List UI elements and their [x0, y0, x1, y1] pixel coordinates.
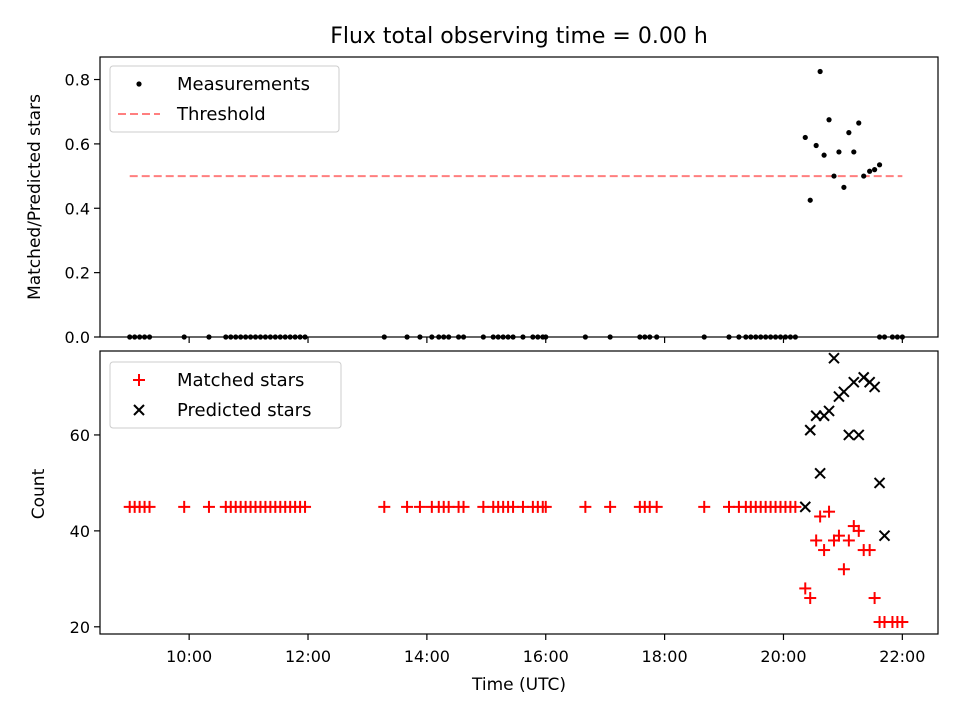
predicted-star-point	[804, 424, 816, 436]
matched-star-point	[852, 524, 865, 537]
x-tick-label: 10:00	[166, 647, 212, 666]
matched-star-point	[814, 510, 827, 523]
measurement-point	[876, 162, 883, 168]
measurement-point	[867, 168, 873, 174]
measurement-point	[856, 120, 862, 126]
x-tick-label: 20:00	[760, 647, 806, 666]
predicted-star-point	[843, 429, 855, 441]
measurement-point	[802, 134, 808, 141]
matched-star-point	[698, 500, 711, 513]
measurement-point	[851, 149, 857, 155]
matched-star-point	[539, 500, 552, 513]
measurement-point	[831, 173, 837, 179]
matched-star-point	[579, 500, 592, 513]
matched-star-point	[832, 529, 845, 542]
measurement-point	[807, 197, 813, 203]
x-tick-label: 18:00	[642, 647, 688, 666]
y-tick-label: 20	[70, 618, 90, 637]
top-axes: 0.00.20.40.60.8 Matched/Predicted stars …	[25, 56, 939, 347]
legend-threshold-label: Threshold	[176, 104, 266, 125]
predicted-star-point	[828, 352, 840, 364]
chart-title: Flux total observing time = 0.00 h	[330, 24, 708, 49]
x-tick-label: 16:00	[523, 647, 569, 666]
matched-star-point	[650, 500, 663, 513]
matched-star-point	[896, 616, 909, 629]
predicted-star-point	[853, 429, 865, 441]
matched-star-point	[604, 500, 617, 513]
y-tick-label: 0.2	[65, 264, 90, 283]
legend-measurements-label: Measurements	[177, 74, 310, 95]
bottom-axes-frame	[99, 350, 939, 635]
top-axes-frame	[99, 56, 939, 338]
top-y-ticks: 0.0 0.2 0.4 0.6 0.8	[65, 71, 100, 347]
predicted-star-point	[823, 405, 835, 417]
legend-predicted-label: Predicted stars	[177, 400, 311, 421]
predicted-star-point	[838, 386, 850, 398]
y-tick-label: 60	[70, 426, 90, 445]
matched-star-point	[837, 563, 850, 576]
legend-plus-marker	[133, 374, 145, 386]
matched-star-point	[842, 534, 855, 547]
measurement-point	[817, 68, 823, 75]
predicted-star-point	[814, 467, 826, 480]
x-tick-label: 14:00	[404, 647, 450, 666]
measurement-point	[836, 149, 842, 155]
predicted-star-point	[873, 477, 886, 489]
predicted-star-point	[868, 381, 881, 393]
y-tick-label: 0.0	[65, 328, 90, 347]
legend-dot-marker	[136, 81, 142, 87]
bottom-x-ticks: 10:00 12:00 14:00 16:00 18:00 20:00 22:00	[166, 634, 925, 666]
measurement-point	[846, 130, 852, 136]
bottom-y-axis-label: Count	[29, 468, 49, 519]
matched-star-point	[823, 505, 836, 518]
top-legend-box	[109, 65, 340, 133]
matched-star-point	[401, 500, 414, 513]
bottom-legend: Matched stars Predicted stars	[109, 361, 342, 429]
matched-star-point	[378, 500, 391, 513]
measurement-point	[861, 173, 867, 179]
legend-x-marker	[133, 404, 145, 416]
x-tick-label: 22:00	[879, 647, 925, 666]
top-legend: Measurements Threshold	[109, 65, 340, 133]
matched-star-point	[863, 544, 876, 557]
bottom-axes: 20 40 60 10:00 12:00 14:00 16:00 18:00 20:00 22:…	[29, 350, 939, 695]
predicted-star-point	[799, 501, 811, 513]
matched-star-point	[799, 582, 812, 595]
top-data-marks	[127, 68, 905, 340]
matched-star-point	[818, 544, 831, 557]
predicted-star-point	[878, 529, 891, 542]
measurement-point	[872, 167, 878, 173]
measurement-point	[826, 117, 832, 123]
matched-star-point	[299, 500, 312, 513]
matched-star-point	[202, 500, 215, 513]
matched-star-point	[457, 500, 470, 513]
matched-star-point	[804, 592, 817, 605]
y-tick-label: 0.6	[65, 135, 90, 154]
matched-star-point	[810, 534, 823, 547]
bottom-data-marks	[123, 352, 909, 629]
measurement-point	[841, 184, 847, 190]
top-y-axis-label: Matched/Predicted stars	[25, 94, 45, 300]
y-tick-label: 40	[70, 522, 90, 541]
matched-star-point	[413, 500, 426, 513]
measurement-point	[821, 152, 827, 158]
bottom-y-ticks: 20 40 60	[70, 426, 100, 637]
top-x-ticks	[188, 337, 903, 343]
y-tick-label: 0.4	[65, 199, 90, 218]
matched-star-point	[868, 592, 881, 605]
x-axis-label: Time (UTC)	[471, 675, 566, 695]
matched-star-point	[143, 500, 156, 513]
bottom-legend-box	[109, 361, 342, 429]
legend-matched-label: Matched stars	[177, 370, 304, 391]
y-tick-label: 0.8	[65, 71, 90, 90]
matched-star-point	[789, 500, 802, 513]
matched-star-point	[178, 500, 191, 513]
predicted-star-point	[848, 376, 860, 388]
measurement-point	[813, 142, 819, 149]
x-tick-label: 12:00	[285, 647, 331, 666]
